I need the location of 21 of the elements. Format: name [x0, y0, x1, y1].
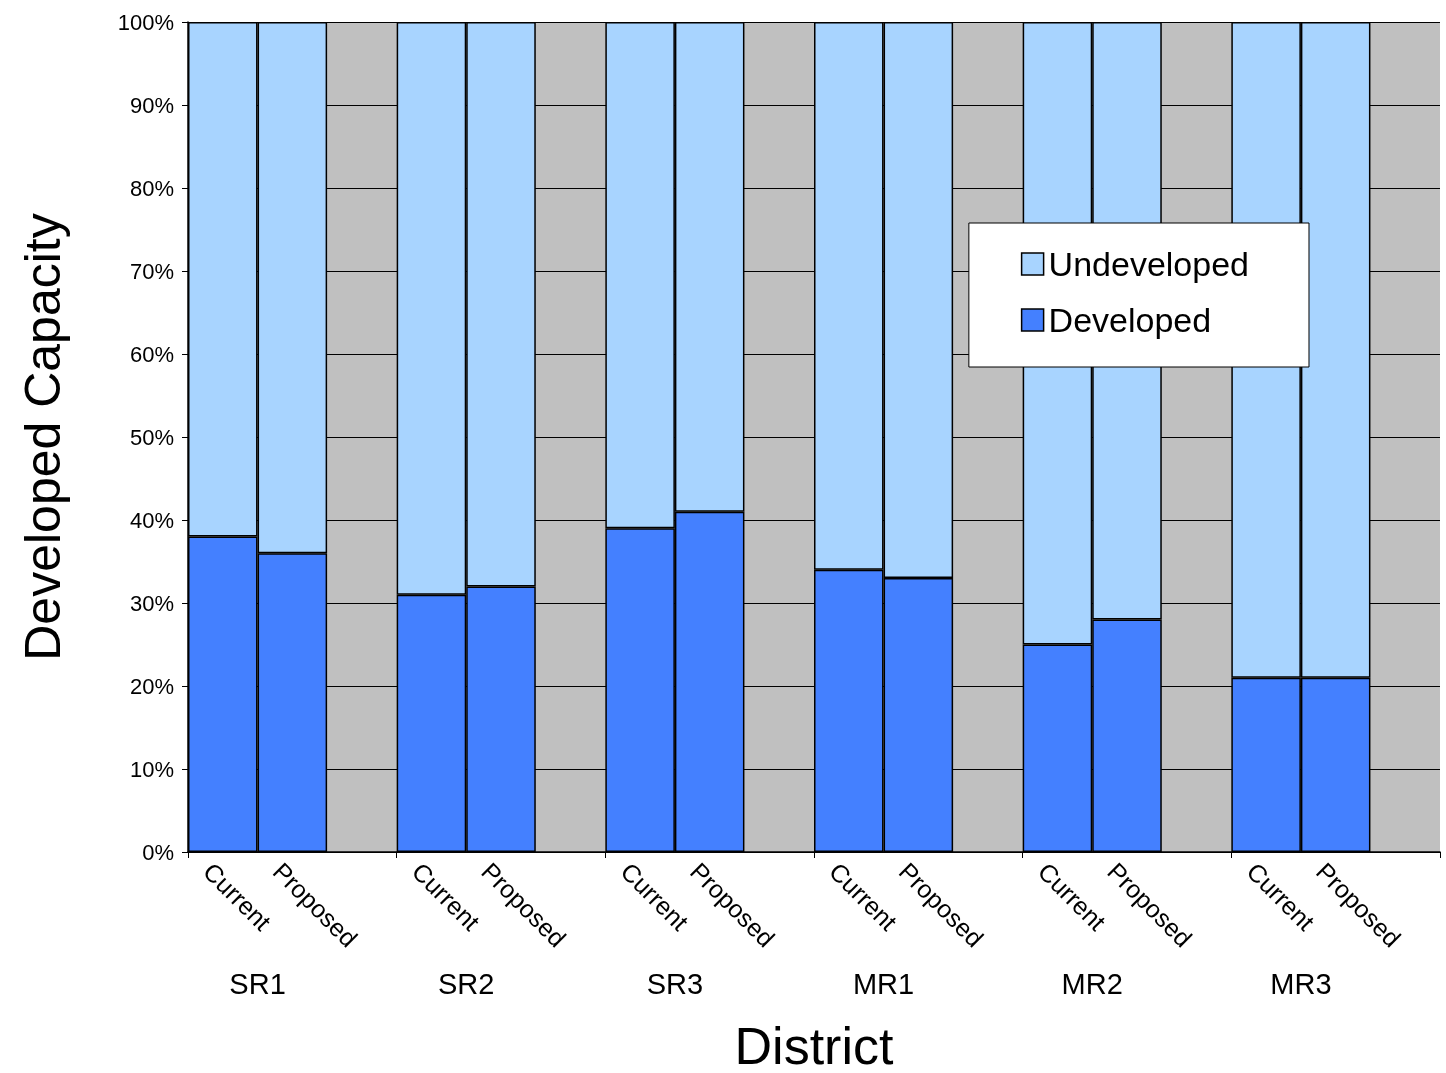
text: MR1 [852, 968, 915, 1000]
text: SR1 [229, 968, 286, 1000]
y-tick-label: 20% [129, 673, 174, 699]
text: MR2 [1061, 968, 1123, 1000]
legend-label: Undeveloped [1048, 245, 1250, 283]
y-tick-label: 70% [129, 258, 174, 284]
text: SR3 [646, 968, 704, 1000]
text: SR2 [438, 968, 495, 1000]
y-tick-label: 60% [129, 341, 174, 367]
y-tick-label: 10% [129, 756, 174, 782]
y-tick-label: 40% [129, 507, 174, 533]
x-axis-title: District [734, 1017, 894, 1073]
y-tick-label: 0% [142, 839, 174, 865]
y-tick-label: 30% [129, 590, 174, 616]
y-tick-label: 80% [129, 175, 174, 201]
y-axis-title: Developed Capacity [15, 213, 71, 661]
y-tick-label: 100% [117, 9, 174, 35]
y-tick-label: 90% [129, 92, 174, 118]
y-tick-label: 50% [129, 424, 174, 450]
legend-label: Developed [1048, 301, 1212, 339]
text: MR3 [1270, 968, 1332, 1000]
